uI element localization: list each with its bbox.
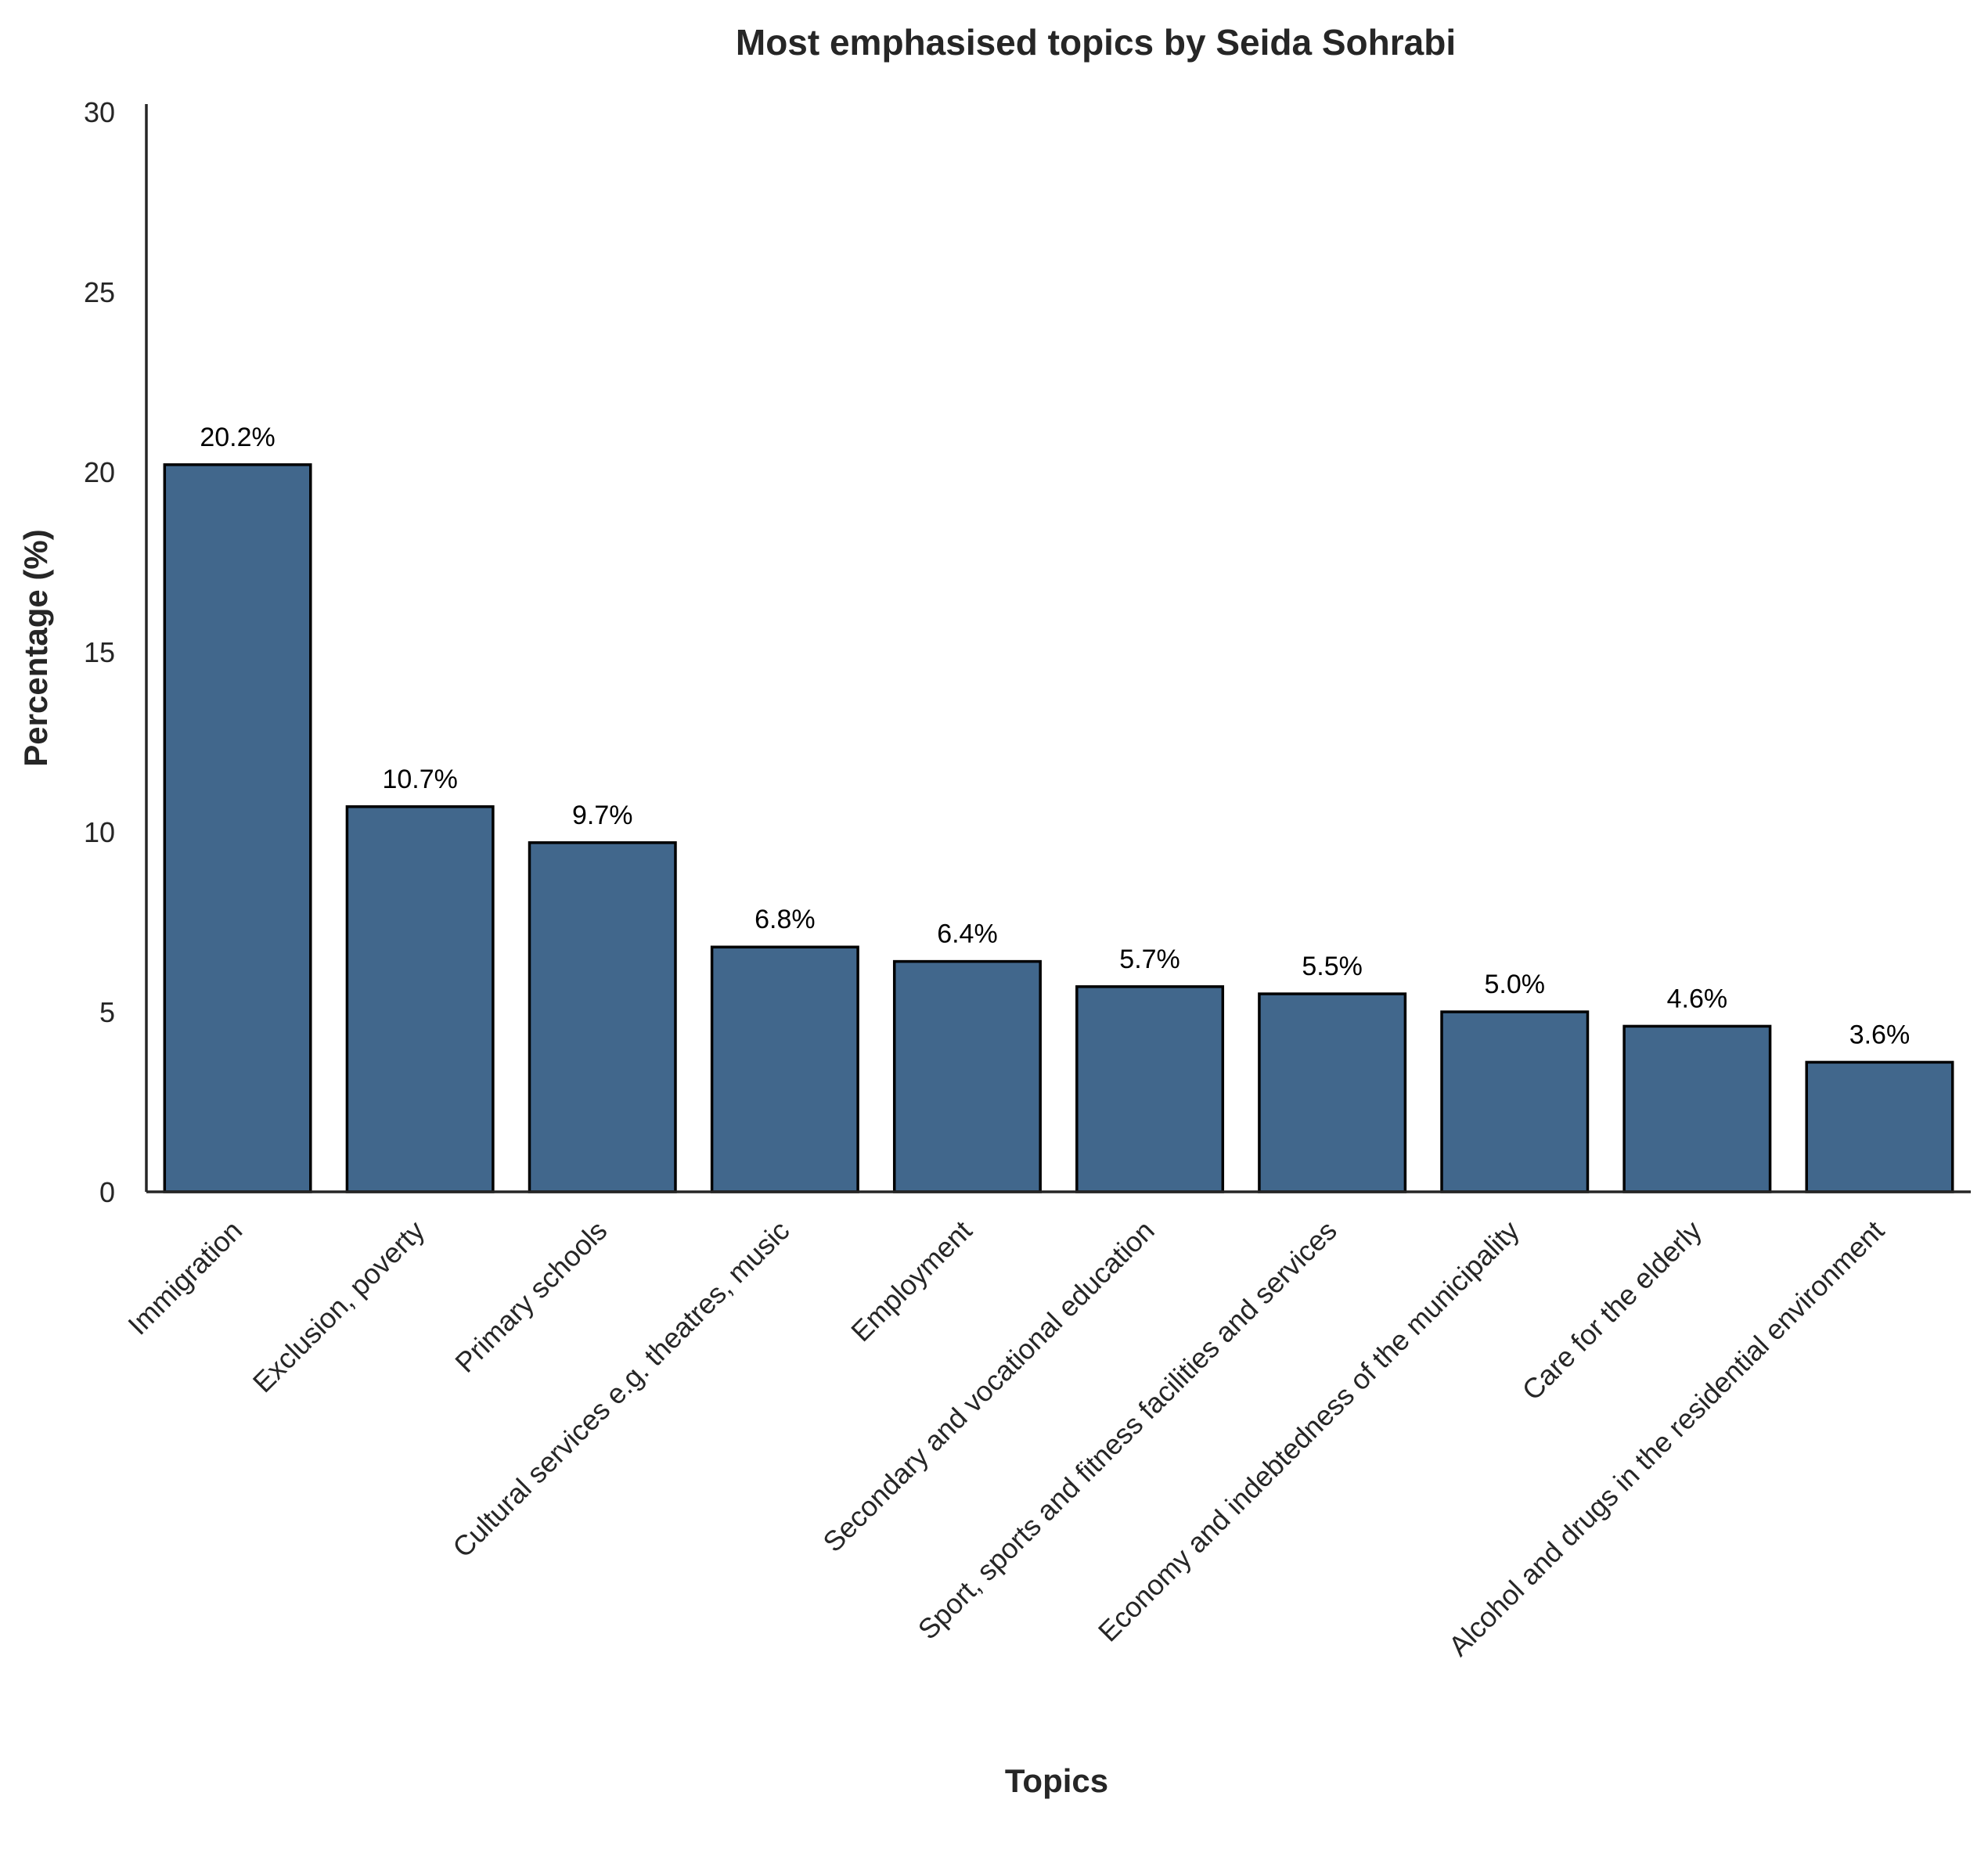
chart-title: Most emphasised topics by Seida Sohrabi: [736, 22, 1456, 63]
bar: [163, 463, 312, 1193]
x-tick-label: Cultural services e.g. theatres, music: [446, 1215, 795, 1564]
bar: [1440, 1010, 1590, 1193]
x-tick-label: Exclusion, poverty: [247, 1215, 431, 1399]
x-tick-label: Care for the elderly: [1516, 1215, 1708, 1406]
x-tick-label: Immigration: [121, 1215, 248, 1341]
bar-value-label: 6.4%: [937, 920, 998, 949]
bars-group: [163, 463, 1954, 1193]
bar-value-label: 10.7%: [382, 765, 457, 794]
y-axis-ticks: 0 5 10 15 20 25 30: [84, 96, 115, 1208]
y-tick-label: 0: [99, 1176, 115, 1208]
bar: [1258, 992, 1407, 1193]
bar-value-label: 5.5%: [1302, 952, 1363, 981]
bar: [345, 805, 495, 1193]
x-tick-label: Alcohol and drugs in the residential env…: [1442, 1215, 1890, 1662]
y-tick-label: 10: [84, 816, 115, 848]
bar: [892, 959, 1042, 1193]
x-tick-label: Economy and indebtedness of the municipa…: [1092, 1215, 1525, 1648]
x-tick-label: Secondary and vocational education: [816, 1215, 1160, 1558]
bar: [1622, 1024, 1772, 1193]
x-tick-label: Sport, sports and fitness facilities and…: [912, 1215, 1343, 1646]
y-tick-label: 25: [84, 276, 115, 308]
bar-value-label: 20.2%: [200, 423, 275, 452]
bar-value-label: 6.8%: [755, 905, 816, 934]
bar-value-label: 5.0%: [1485, 970, 1546, 999]
y-tick-label: 5: [99, 996, 115, 1028]
bar: [1075, 985, 1225, 1193]
bar-value-label: 5.7%: [1119, 945, 1180, 974]
data-labels-group: 20.2% 10.7% 9.7% 6.8% 6.4% 5.7% 5.5% 5.0% 4.6% 3.…: [200, 423, 1910, 1050]
x-tick-label: Employment: [845, 1215, 978, 1348]
bar: [1805, 1060, 1954, 1193]
bar-value-label: 3.6%: [1849, 1020, 1911, 1049]
y-tick-label: 30: [84, 96, 115, 128]
bar: [710, 945, 859, 1193]
x-tick-label: Primary schools: [448, 1215, 613, 1379]
bar-value-label: 4.6%: [1667, 984, 1728, 1013]
y-axis-label: Percentage (%): [17, 529, 54, 766]
bar-value-label: 9.7%: [572, 801, 633, 830]
y-tick-label: 15: [84, 636, 115, 668]
y-tick-label: 20: [84, 456, 115, 488]
bar: [528, 841, 677, 1193]
x-axis-label: Topics: [1005, 1762, 1108, 1799]
